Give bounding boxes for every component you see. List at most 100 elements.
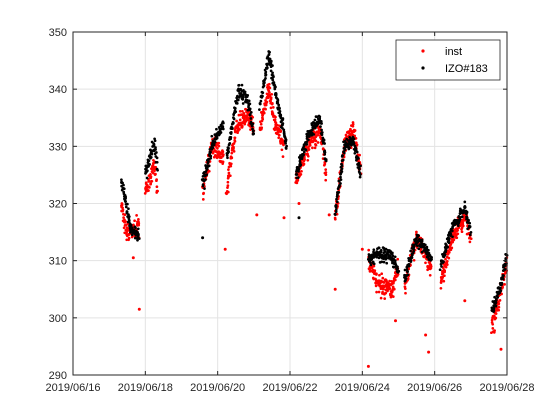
data-point <box>460 230 464 234</box>
data-point <box>500 281 504 285</box>
data-point <box>451 235 454 239</box>
data-point <box>380 286 383 289</box>
data-point <box>252 132 255 136</box>
data-point <box>267 53 271 56</box>
data-point <box>417 234 420 237</box>
data-point <box>217 144 221 148</box>
data-point <box>423 243 427 247</box>
data-point <box>120 178 123 182</box>
y-tick-label: 300 <box>49 313 67 325</box>
data-point <box>314 139 318 143</box>
data-point <box>154 165 158 169</box>
data-point <box>503 268 507 271</box>
data-point <box>308 143 312 147</box>
data-point <box>269 69 273 73</box>
data-point <box>126 202 129 206</box>
data-point <box>391 254 395 258</box>
data-point-outlier <box>255 213 259 217</box>
data-point <box>137 232 140 236</box>
data-point-outlier <box>360 247 364 251</box>
data-point <box>374 284 378 288</box>
data-point-outlier <box>394 319 397 323</box>
data-point <box>497 302 501 305</box>
data-point <box>264 107 267 111</box>
data-point <box>443 269 447 273</box>
data-point <box>377 246 381 250</box>
data-point <box>122 226 126 230</box>
data-point <box>252 129 255 133</box>
data-point <box>201 198 205 201</box>
data-point <box>282 143 285 147</box>
data-point <box>122 216 125 219</box>
data-point <box>219 131 223 134</box>
data-point <box>155 185 159 189</box>
data-point <box>340 170 344 173</box>
data-point <box>155 151 158 154</box>
data-point <box>339 175 342 179</box>
data-point <box>127 219 131 223</box>
y-tick-label: 330 <box>49 141 67 153</box>
data-point <box>299 163 303 167</box>
data-point <box>380 272 384 276</box>
data-point <box>382 281 386 284</box>
data-point <box>359 164 362 168</box>
data-point <box>221 125 225 128</box>
data-point <box>146 169 149 173</box>
data-point <box>324 159 328 163</box>
data-point <box>447 241 451 245</box>
legend: inst IZO#183 <box>395 39 501 81</box>
data-point <box>335 200 339 204</box>
data-point <box>342 151 346 155</box>
x-tick-label: 2019/06/26 <box>407 382 462 394</box>
data-point <box>226 186 229 189</box>
data-point <box>491 322 495 326</box>
data-point <box>442 260 445 264</box>
data-point <box>127 215 131 218</box>
data-point <box>284 138 288 142</box>
data-point <box>381 276 385 280</box>
data-point <box>396 267 399 271</box>
data-point <box>295 173 299 176</box>
data-point <box>281 122 285 125</box>
data-point <box>390 252 394 256</box>
data-point <box>393 278 397 282</box>
data-point <box>227 147 230 150</box>
data-point <box>151 171 155 175</box>
data-point <box>127 207 130 211</box>
data-point <box>129 224 133 228</box>
data-point-outlier <box>427 350 431 354</box>
data-point <box>201 183 205 186</box>
data-point <box>124 195 127 199</box>
data-point <box>232 142 236 145</box>
data-point <box>456 224 460 228</box>
data-point <box>279 130 282 134</box>
data-point-outlier <box>137 307 141 311</box>
data-point <box>440 265 443 268</box>
data-point <box>354 141 358 145</box>
data-point <box>274 121 278 125</box>
y-tick-label: 350 <box>49 27 67 39</box>
data-point <box>415 230 418 234</box>
data-point-outlier <box>201 236 205 240</box>
data-point <box>462 208 466 212</box>
data-point <box>396 257 400 261</box>
data-point <box>439 281 443 284</box>
data-point <box>334 208 338 212</box>
data-point <box>204 170 208 173</box>
legend-marker-inst <box>421 49 425 53</box>
data-point <box>221 127 225 131</box>
data-point <box>270 102 274 106</box>
data-point <box>229 164 233 168</box>
data-point <box>354 137 358 140</box>
data-point <box>316 133 320 137</box>
legend-marker-izo183 <box>421 66 425 70</box>
data-point <box>259 122 263 126</box>
data-point <box>343 148 347 151</box>
data-point <box>313 118 317 122</box>
data-point <box>335 197 338 201</box>
data-point <box>305 143 309 146</box>
data-point <box>323 151 327 154</box>
data-point <box>307 138 310 142</box>
data-point-outlier <box>333 287 337 291</box>
data-point <box>271 106 275 109</box>
